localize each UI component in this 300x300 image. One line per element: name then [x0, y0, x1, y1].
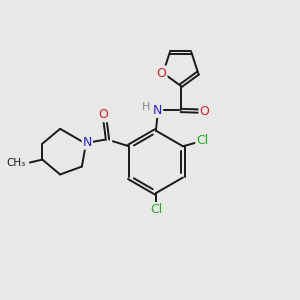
Text: O: O	[200, 105, 209, 118]
Text: Cl: Cl	[150, 203, 162, 216]
Text: CH₃: CH₃	[6, 158, 26, 167]
Text: N: N	[153, 104, 162, 117]
Text: N: N	[82, 136, 92, 148]
Text: O: O	[99, 108, 109, 121]
Text: H: H	[142, 102, 150, 112]
Text: O: O	[157, 67, 166, 80]
Text: Cl: Cl	[196, 134, 208, 147]
